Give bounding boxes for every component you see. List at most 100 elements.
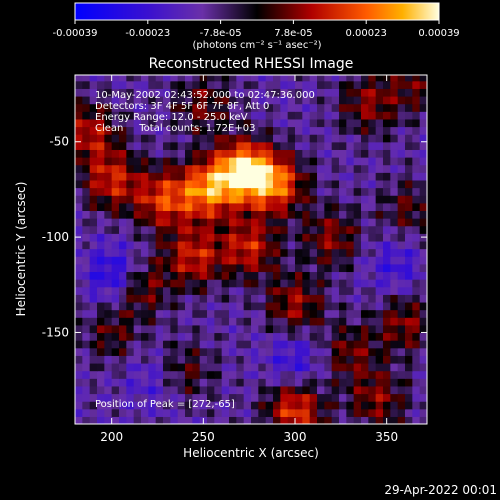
heat-cell bbox=[331, 271, 340, 280]
heat-cell bbox=[405, 233, 413, 242]
heat-cell bbox=[185, 317, 193, 326]
heat-cell bbox=[353, 256, 362, 265]
heat-cell bbox=[273, 210, 281, 219]
heat-cell bbox=[339, 332, 347, 341]
heat-cell bbox=[111, 370, 120, 379]
heat-cell bbox=[419, 347, 427, 356]
heat-cell bbox=[309, 332, 318, 341]
heat-cell bbox=[390, 309, 399, 318]
heat-cell bbox=[405, 187, 413, 196]
heat-cell bbox=[339, 233, 347, 242]
heat-cell bbox=[375, 218, 384, 227]
heat-cell bbox=[258, 157, 267, 166]
heat-cell bbox=[331, 75, 340, 82]
heat-cell bbox=[412, 164, 421, 173]
heat-cell bbox=[353, 286, 362, 295]
heat-cell bbox=[126, 347, 135, 356]
heat-cell bbox=[221, 309, 230, 318]
heat-cell bbox=[89, 210, 98, 219]
heat-cell bbox=[375, 355, 384, 364]
heat-cell bbox=[148, 408, 157, 417]
heat-cell bbox=[258, 294, 267, 303]
heat-cell bbox=[199, 157, 208, 166]
heat-cell bbox=[251, 301, 259, 311]
x-tick-label: 200 bbox=[100, 430, 123, 444]
heat-cell bbox=[192, 324, 201, 334]
heat-cell bbox=[170, 164, 179, 173]
heat-cell bbox=[383, 309, 391, 318]
heat-cell bbox=[419, 210, 427, 219]
heat-cell bbox=[243, 248, 252, 257]
heat-cell bbox=[309, 240, 318, 250]
heat-cell bbox=[155, 355, 164, 364]
heat-cell bbox=[412, 157, 421, 166]
heat-cell bbox=[361, 355, 369, 364]
heat-cell bbox=[258, 141, 267, 150]
heat-cell bbox=[405, 172, 413, 181]
heat-cell bbox=[273, 141, 281, 150]
heat-cell bbox=[258, 75, 267, 82]
heat-cell bbox=[397, 378, 406, 387]
heat-cell bbox=[324, 225, 333, 234]
heat-cell bbox=[375, 95, 384, 105]
heat-cell bbox=[185, 385, 193, 395]
heat-cell bbox=[339, 172, 347, 181]
heat-cell bbox=[243, 210, 252, 219]
heat-cell bbox=[419, 95, 427, 105]
heat-cell bbox=[229, 134, 237, 143]
heat-cell bbox=[155, 172, 164, 181]
heat-cell bbox=[185, 95, 193, 105]
heat-cell bbox=[192, 393, 201, 402]
heat-cell bbox=[412, 317, 421, 326]
heat-cell bbox=[126, 111, 135, 120]
heat-cell bbox=[258, 286, 267, 295]
heat-cell bbox=[221, 385, 230, 395]
heat-cell bbox=[104, 309, 113, 318]
heat-cell bbox=[361, 202, 369, 212]
heat-cell bbox=[133, 309, 142, 318]
heat-cell bbox=[148, 103, 157, 112]
heat-cell bbox=[133, 172, 142, 181]
heat-cell bbox=[346, 309, 355, 318]
heat-cell bbox=[214, 141, 223, 150]
heat-cell bbox=[75, 103, 83, 112]
heat-cell bbox=[207, 103, 215, 112]
heat-cell bbox=[383, 202, 391, 212]
heat-cell bbox=[155, 317, 164, 326]
heat-cell bbox=[177, 362, 186, 372]
heat-cell bbox=[383, 294, 391, 303]
heat-cell bbox=[287, 416, 296, 424]
heat-cell bbox=[346, 126, 355, 135]
heat-cell bbox=[331, 416, 340, 424]
heat-cell bbox=[405, 294, 413, 303]
heat-cell bbox=[339, 75, 347, 82]
heat-cell bbox=[405, 149, 413, 158]
heat-cell bbox=[243, 218, 252, 227]
heat-cell bbox=[75, 210, 83, 219]
heat-cell bbox=[361, 179, 369, 189]
heat-cell bbox=[207, 340, 215, 349]
heat-cell bbox=[126, 416, 135, 424]
heat-cell bbox=[199, 141, 208, 150]
heat-cell bbox=[368, 355, 377, 364]
heat-cell bbox=[155, 294, 164, 303]
heat-cell bbox=[163, 362, 171, 372]
heat-cell bbox=[287, 149, 296, 158]
heat-cell bbox=[221, 271, 230, 280]
heat-cell bbox=[375, 271, 384, 280]
heat-cell bbox=[229, 179, 237, 189]
heat-cell bbox=[163, 279, 171, 288]
heat-cell bbox=[302, 401, 311, 410]
heat-cell bbox=[97, 317, 105, 326]
heat-cell bbox=[331, 370, 340, 379]
heat-cell bbox=[339, 141, 347, 150]
heat-cell bbox=[111, 340, 120, 349]
heat-cell bbox=[133, 347, 142, 356]
heat-cell bbox=[199, 256, 208, 265]
heat-cell bbox=[97, 187, 105, 196]
heat-cell bbox=[163, 271, 171, 280]
heat-cell bbox=[258, 340, 267, 349]
heat-cell bbox=[273, 317, 281, 326]
heat-cell bbox=[346, 103, 355, 112]
